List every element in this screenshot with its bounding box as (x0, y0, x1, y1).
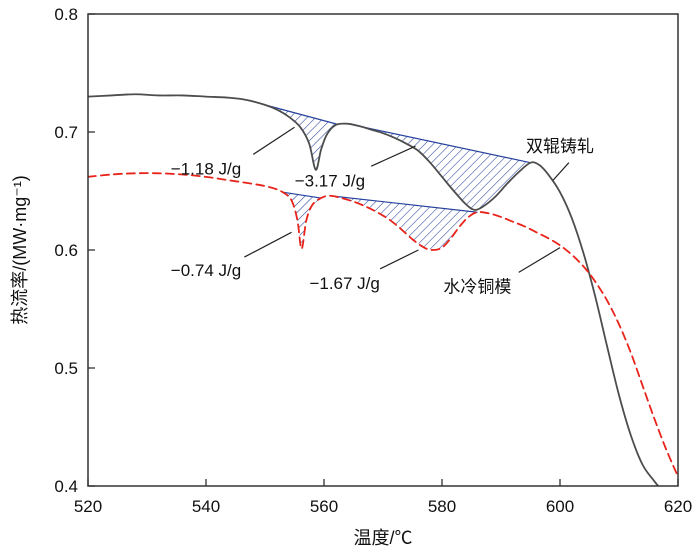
x-tick-label: 540 (192, 497, 220, 516)
hatch-region (329, 195, 478, 250)
annotation-leader-4 (552, 162, 570, 181)
annotation-label-4: 双辊铸轧 (526, 137, 594, 156)
hatch-baseline (329, 195, 478, 213)
y-tick-label: 0.5 (54, 359, 78, 378)
annotation-label-0: −1.18 J/g (171, 160, 241, 179)
series-curve-1 (88, 172, 678, 478)
hatch-region (282, 192, 322, 249)
y-axis-title: 热流率/(MW·mg⁻¹) (10, 175, 30, 324)
x-axis-title: 温度/℃ (353, 528, 412, 548)
x-tick-label: 520 (74, 497, 102, 516)
annotation-leader-2 (244, 231, 292, 258)
annotation-label-3: −1.67 J/g (309, 274, 379, 293)
y-tick-label: 0.6 (54, 241, 78, 260)
annotation-label-2: −0.74 J/g (171, 261, 241, 280)
x-tick-label: 620 (664, 497, 692, 516)
hatch-baseline (347, 123, 531, 164)
annotation-leader-3 (379, 249, 419, 270)
annotation-label-5: 水冷铜模 (443, 278, 511, 297)
x-tick-label: 580 (428, 497, 456, 516)
hatch-baseline (282, 191, 322, 199)
y-tick-label: 0.8 (54, 5, 78, 24)
hatch-region (265, 104, 339, 170)
x-tick-label: 560 (310, 497, 338, 516)
x-tick-label: 600 (546, 497, 574, 516)
annotation-leader-1 (370, 145, 416, 167)
annotation-label-1: −3.17 J/g (295, 171, 365, 190)
annotation-leader-0 (252, 126, 295, 155)
hatch-region (347, 123, 531, 210)
annotation-leader-5 (518, 247, 561, 273)
hatch-baseline (264, 104, 339, 126)
y-tick-label: 0.4 (54, 477, 78, 496)
plot-frame (87, 13, 679, 487)
y-tick-label: 0.7 (54, 123, 78, 142)
